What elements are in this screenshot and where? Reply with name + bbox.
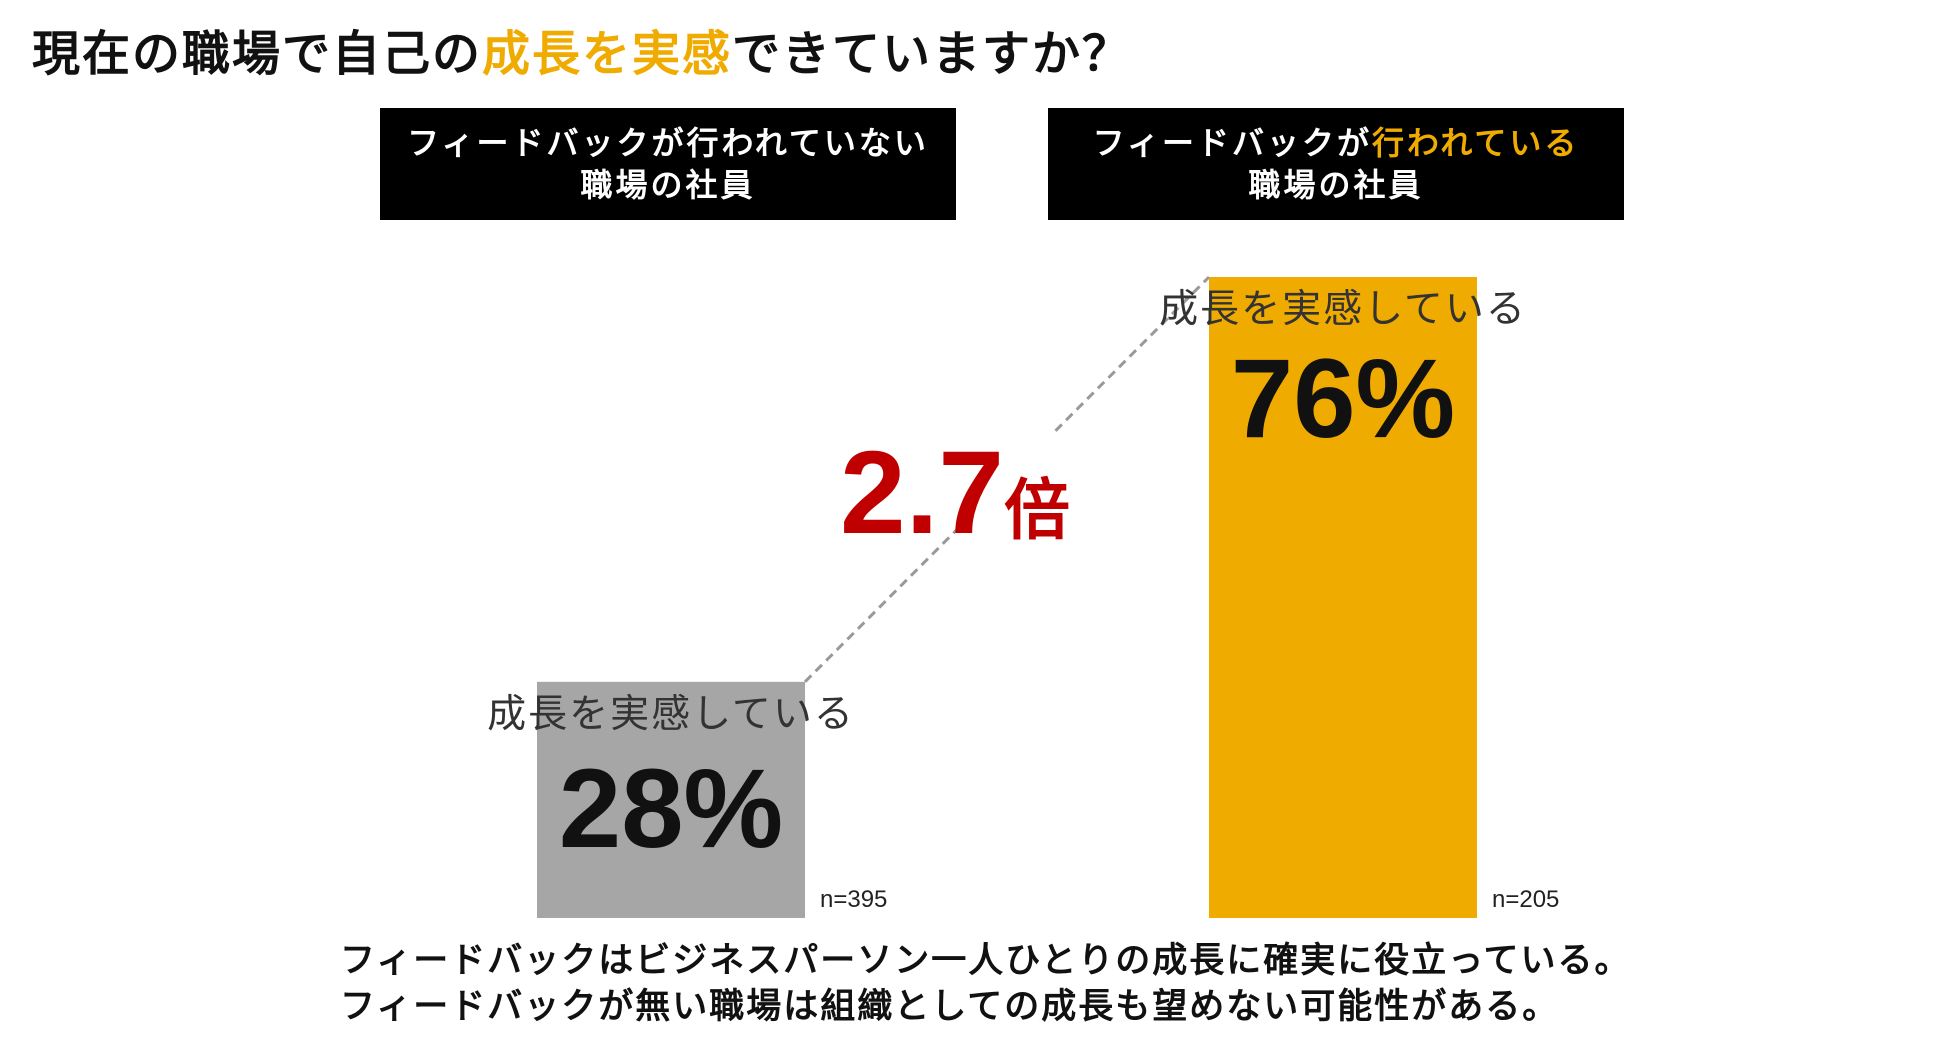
header-no-feedback-line2: 職場の社員 xyxy=(580,166,756,204)
data-label-no-feedback: 28% xyxy=(559,746,783,871)
sample-size-feedback: n=205 xyxy=(1492,886,1559,913)
header-no-feedback: フィードバックが行われていない 職場の社員 xyxy=(380,108,956,220)
multiplier-value: 2.7 xyxy=(840,427,1004,559)
sample-size-no-feedback: n=395 xyxy=(820,886,887,913)
page-title: 現在の職場で自己の成長を実感できていますか？ xyxy=(32,14,1132,84)
header-feedback-line1: フィードバックが行われている xyxy=(1092,124,1580,162)
title-suffix: できていますか？ xyxy=(732,26,1133,82)
footer-line-1: フィードバックはビジネスパーソン一人ひとりの成長に確実に役立っている。 xyxy=(340,941,1632,981)
header-feedback-line2: 職場の社員 xyxy=(1248,166,1424,204)
bar-no-feedback xyxy=(537,681,805,918)
multiplier-connector-upper xyxy=(1054,275,1211,432)
multiplier-label: 2.7倍 xyxy=(840,427,1070,559)
multiplier-unit: 倍 xyxy=(1004,472,1070,549)
bar-feedback xyxy=(1209,277,1477,918)
title-prefix: 現在の職場で自己の xyxy=(32,26,483,82)
title-highlight: 成長を実感 xyxy=(482,26,733,82)
data-label-feedback: 76% xyxy=(1231,336,1455,461)
footer-line-2: フィードバックが無い職場は組織としての成長も望めない可能性がある。 xyxy=(340,987,1560,1027)
multiplier-connector-lower xyxy=(803,526,960,683)
header-no-feedback-line1: フィードバックが行われていない xyxy=(407,124,929,162)
footer-summary: フィードバックはビジネスパーソン一人ひとりの成長に確実に役立っている。 フィード… xyxy=(340,938,1632,1030)
header-feedback: フィードバックが行われている 職場の社員 xyxy=(1048,108,1624,220)
bar-caption-no-feedback: 成長を実感している xyxy=(487,692,855,737)
bar-caption-feedback: 成長を実感している xyxy=(1159,287,1527,332)
